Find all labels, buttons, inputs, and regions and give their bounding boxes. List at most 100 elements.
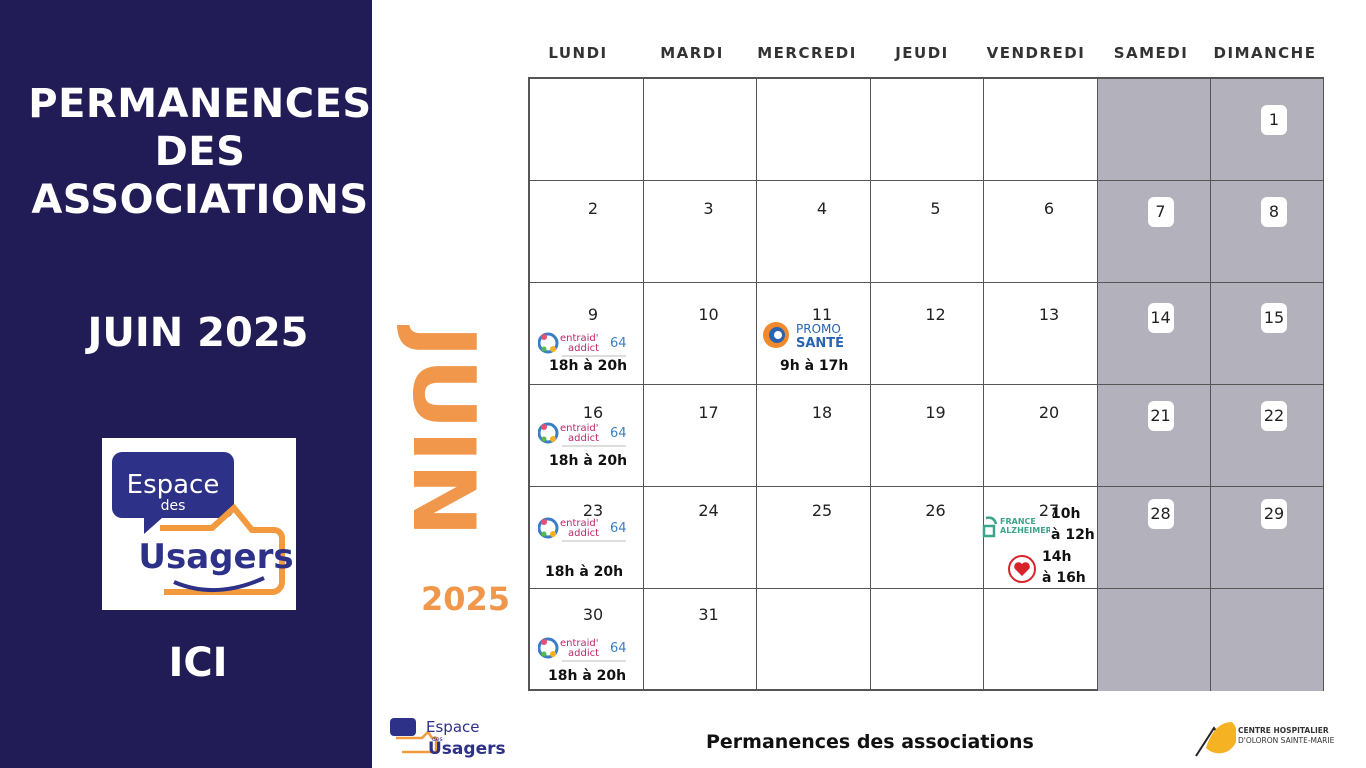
day-number: 22 (1261, 401, 1287, 431)
calendar-day-11[interactable]: 11 (757, 283, 871, 385)
day-number: 8 (1261, 197, 1287, 227)
calendar-day-15[interactable]: 15 (1211, 283, 1323, 385)
svg-text:des: des (432, 736, 443, 743)
day-number: 17 (698, 403, 719, 422)
svg-text:entraid': entraid' (560, 518, 599, 529)
calendar-day-19[interactable]: 19 (870, 385, 984, 487)
day-number: 31 (698, 605, 719, 624)
svg-text:entraid': entraid' (560, 423, 599, 434)
svg-text:addict: addict (568, 433, 599, 444)
svg-text:SANTÉ: SANTÉ (796, 335, 844, 351)
calendar-day-23[interactable]: 23 (530, 487, 644, 589)
day-number: 25 (811, 501, 833, 520)
calendar-day-5[interactable]: 5 (870, 181, 984, 283)
svg-text:addict: addict (568, 343, 599, 354)
day-number: 29 (1261, 499, 1287, 529)
calendar-day-12[interactable]: 12 (870, 283, 984, 385)
svg-text:addict: addict (568, 528, 599, 539)
day-number: 27 (1038, 501, 1060, 520)
weekday-header: MERCREDI (757, 44, 857, 62)
heart-association-icon (1008, 555, 1036, 583)
calendar-day-16[interactable]: 16 (530, 385, 644, 487)
calendar-day-6[interactable]: 6 (984, 181, 1098, 283)
calendar-day-4[interactable]: 4 (757, 181, 871, 283)
calendar-day-2[interactable]: 2 (530, 181, 644, 283)
entraid-addict-64-logo: entraid'addict 64 (538, 637, 627, 662)
espace-usagers-logo: Espace des Usagers (112, 452, 294, 595)
calendar-day-29[interactable]: 29 (1211, 487, 1323, 589)
weekday-header: DIMANCHE (1213, 44, 1317, 62)
day-number: 13 (1038, 305, 1060, 324)
calendar-empty-cell (643, 79, 757, 181)
day-number: 20 (1038, 403, 1060, 422)
day-number: 7 (1147, 197, 1174, 227)
espace-usagers-logo-link[interactable]: Espace des Usagers (102, 438, 296, 610)
calendar-day-25[interactable]: 25 (757, 487, 871, 589)
calendar-empty-cell (870, 79, 984, 181)
entraid-addict-64-logo: entraid'addict 64 (538, 332, 627, 357)
event-time: à 12h (1051, 527, 1095, 543)
day-number: 10 (698, 305, 719, 324)
weekday-header: LUNDI (548, 44, 608, 62)
day-number: 3 (703, 199, 714, 218)
day-number: 23 (582, 501, 604, 520)
calendar-day-7[interactable]: 7 (1097, 181, 1211, 283)
day-number: 21 (1147, 401, 1174, 431)
calendar-day-31[interactable]: 31 (644, 589, 757, 691)
calendar-day-30[interactable]: 30 (530, 589, 644, 691)
title-line: ASSOCIATIONS (31, 177, 369, 223)
weekday-header: MARDI (660, 44, 724, 62)
weekday-header: SAMEDI (1113, 44, 1189, 62)
calendar-day-8[interactable]: 8 (1211, 181, 1323, 283)
panel-month: JUIN 2025 (87, 310, 309, 356)
calendar-empty-cell (984, 79, 1098, 181)
calendar-empty-cell (1097, 589, 1211, 691)
calendar-day-14[interactable]: 14 (1097, 283, 1211, 385)
calendar-day-9[interactable]: 9 (530, 283, 644, 385)
entraid-addict-64-logo: entraid'addict 64 (538, 422, 627, 447)
calendar-day-1[interactable]: 1 (1211, 79, 1323, 181)
left-panel: PERMANENCES DES ASSOCIATIONS JUIN 2025 E… (0, 0, 372, 768)
event-time: 18h à 20h (548, 668, 627, 684)
calendar-day-24[interactable]: 24 (643, 487, 757, 589)
ici-link[interactable]: ICI (168, 640, 228, 686)
calendar-day-13[interactable]: 13 (984, 283, 1098, 385)
event-time: 14h (1042, 549, 1072, 565)
footer-title: Permanences des associations (706, 731, 1034, 753)
calendar-empty-cell (530, 79, 644, 181)
day-number: 26 (925, 501, 946, 520)
svg-text:64: 64 (610, 426, 627, 441)
calendar-day-28[interactable]: 28 (1097, 487, 1211, 589)
calendar-empty-cell (1211, 589, 1323, 691)
calendar-day-21[interactable]: 21 (1097, 385, 1211, 487)
calendar-day-26[interactable]: 26 (870, 487, 984, 589)
day-number: 11 (811, 305, 833, 324)
title-line: DES (154, 129, 246, 175)
svg-text:addict: addict (568, 648, 599, 659)
calendar-day-10[interactable]: 10 (643, 283, 757, 385)
svg-text:FRANCE: FRANCE (1000, 517, 1036, 526)
day-number: 5 (930, 199, 941, 218)
footer-espace-usagers-logo: Espace des Usagers (390, 718, 506, 759)
calendar-day-22[interactable]: 22 (1211, 385, 1323, 487)
weekday-header: JEUDI (895, 44, 949, 62)
calendar-day-20[interactable]: 20 (984, 385, 1098, 487)
calendar-empty-cell (757, 589, 871, 691)
day-number: 30 (582, 605, 604, 624)
calendar-day-3[interactable]: 3 (643, 181, 757, 283)
day-number: 1 (1261, 105, 1287, 135)
calendar-empty-cell (1097, 79, 1211, 181)
calendar-day-17[interactable]: 17 (643, 385, 757, 487)
calendar-day-27[interactable]: 27 (984, 487, 1098, 589)
calendar-day-18[interactable]: 18 (757, 385, 871, 487)
year-label: 2025 (421, 580, 511, 618)
svg-text:ALZHEIMER: ALZHEIMER (1000, 526, 1050, 535)
event-time: 18h à 20h (545, 564, 624, 580)
day-number: 24 (698, 501, 719, 520)
hospital-logo (1195, 722, 1236, 757)
svg-text:Usagers: Usagers (428, 739, 506, 759)
title-line: PERMANENCES (28, 81, 372, 127)
day-number: 4 (816, 199, 828, 218)
event-time: 9h à 17h (780, 358, 849, 374)
